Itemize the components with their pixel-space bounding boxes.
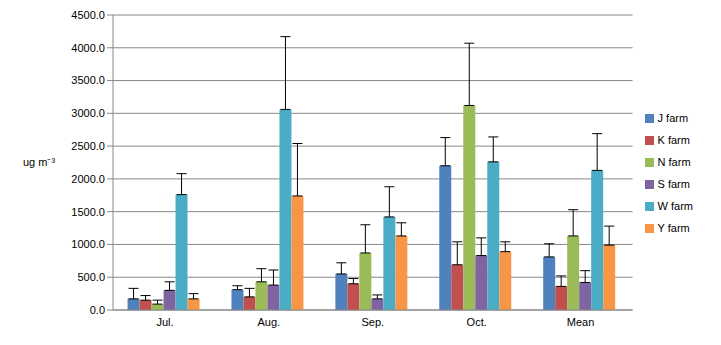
html-text:N farm: N farm (657, 155, 691, 168)
svg-text:Mean: Mean (567, 316, 595, 328)
svg-text:4500.0: 4500.0 (71, 9, 105, 21)
svg-text:ug m⁻³: ug m⁻³ (23, 156, 55, 168)
svg-text:3500.0: 3500.0 (71, 74, 105, 86)
svg-text:2000.0: 2000.0 (71, 173, 105, 185)
html-text:Y farm: Y farm (657, 221, 690, 234)
svg-text:0.0: 0.0 (90, 304, 105, 316)
svg-text:Oct.: Oct. (467, 316, 487, 328)
html-text:W farm: W farm (657, 199, 693, 212)
svg-text:2500.0: 2500.0 (71, 140, 105, 152)
svg-text:Aug.: Aug. (258, 316, 281, 328)
svg-text:500.0: 500.0 (77, 271, 105, 283)
html-text:S farm: S farm (657, 177, 690, 190)
svg-text:Sep.: Sep. (361, 316, 384, 328)
svg-text:1000.0: 1000.0 (71, 238, 105, 250)
svg-text:4000.0: 4000.0 (71, 42, 105, 54)
svg-text:3000.0: 3000.0 (71, 107, 105, 119)
svg-text:1500.0: 1500.0 (71, 206, 105, 218)
svg-text:Jul.: Jul. (156, 316, 173, 328)
html-text:K farm: K farm (657, 133, 690, 146)
html-text:J farm: J farm (657, 111, 689, 124)
